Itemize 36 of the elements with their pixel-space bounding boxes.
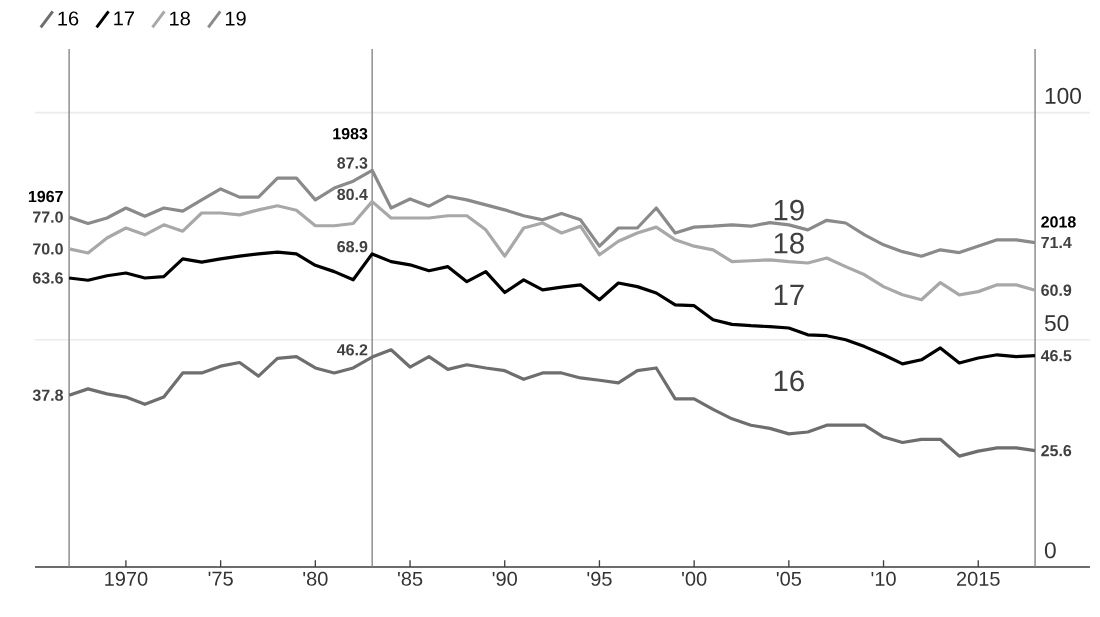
legend-label: 16 [58, 11, 79, 26]
annotation: 25.6 [1041, 445, 1072, 457]
y-tick-label: 50 [1044, 315, 1069, 332]
annotation: 46.5 [1040, 350, 1072, 362]
x-tick-label: 1970 [105, 571, 148, 586]
annotation: 46.2 [337, 344, 368, 356]
annotation: 87.3 [337, 157, 368, 169]
x-tick-label: '05 [776, 571, 802, 586]
x-tick-label: '75 [208, 571, 233, 586]
annotation: 80.4 [337, 188, 368, 201]
legend-label: 18 [170, 11, 190, 26]
ref-line-label: 1983 [333, 128, 368, 140]
annotation: 71.4 [1041, 237, 1072, 249]
x-tick-label: '00 [682, 571, 707, 586]
ref-line-label: 2018 [1041, 216, 1076, 228]
text: 18 [774, 232, 804, 254]
x-tick-label: '10 [871, 571, 896, 586]
annotation: 70.0 [33, 243, 63, 255]
annotation: 68.9 [337, 240, 368, 253]
text: 16 [774, 370, 804, 392]
annotation: 60.9 [1041, 284, 1072, 296]
x-tick-label: '90 [492, 571, 517, 586]
annotation: 77.0 [33, 211, 63, 223]
annotation: 37.8 [32, 389, 64, 401]
text: 19 [774, 199, 804, 221]
legend-label: 19 [225, 11, 246, 26]
text: 17 [774, 284, 804, 305]
x-tick-label: '80 [303, 571, 328, 586]
legend-label: 17 [114, 11, 134, 26]
x-tick-label: '95 [587, 571, 612, 586]
ref-line-label: 1967 [28, 190, 63, 203]
x-tick-label: 2015 [957, 571, 1000, 586]
annotation: 63.6 [32, 272, 63, 284]
x-tick-label: '85 [398, 571, 423, 586]
y-tick-label: 0 [1044, 542, 1056, 559]
y-tick-label: 100 [1045, 87, 1081, 104]
